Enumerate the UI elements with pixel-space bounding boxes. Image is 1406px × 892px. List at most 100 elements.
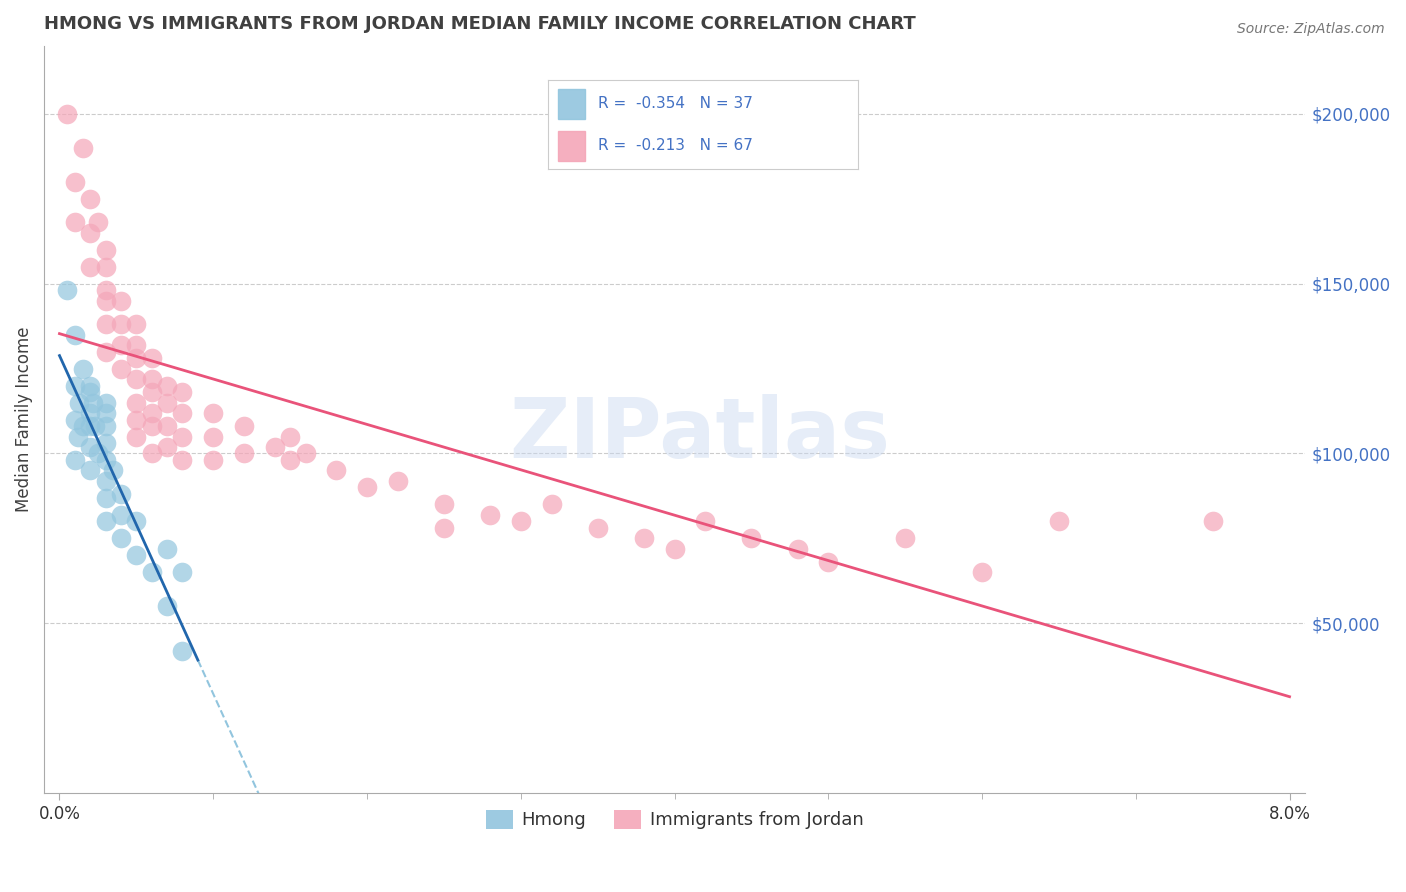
Point xyxy=(69,395,91,409)
Point xyxy=(125,549,148,563)
Point xyxy=(63,175,86,189)
Point xyxy=(72,361,94,376)
Point xyxy=(94,243,117,257)
Point xyxy=(79,192,101,206)
Point xyxy=(1047,515,1070,529)
Point xyxy=(156,395,179,409)
Text: HMONG VS IMMIGRANTS FROM JORDAN MEDIAN FAMILY INCOME CORRELATION CHART: HMONG VS IMMIGRANTS FROM JORDAN MEDIAN F… xyxy=(44,15,915,33)
Point xyxy=(156,541,179,556)
Point xyxy=(79,406,101,420)
Point xyxy=(125,337,148,351)
Point xyxy=(94,284,117,298)
Point xyxy=(82,395,104,409)
Point xyxy=(94,515,117,529)
Point xyxy=(125,351,148,366)
Point xyxy=(94,406,117,420)
Point xyxy=(141,385,163,400)
Point xyxy=(110,318,132,332)
Point xyxy=(94,344,117,359)
Point xyxy=(110,532,132,546)
Point xyxy=(94,474,117,488)
Bar xyxy=(558,89,585,119)
Point xyxy=(233,419,256,434)
Point xyxy=(156,440,179,454)
Point xyxy=(433,521,456,535)
Point xyxy=(72,419,94,434)
Bar xyxy=(558,131,585,161)
Point xyxy=(263,440,285,454)
Point xyxy=(94,419,117,434)
Point xyxy=(83,419,105,434)
Point xyxy=(79,440,101,454)
Point xyxy=(94,293,117,308)
Point xyxy=(479,508,502,522)
Point xyxy=(233,446,256,460)
Point xyxy=(94,260,117,274)
Text: Source: ZipAtlas.com: Source: ZipAtlas.com xyxy=(1237,22,1385,37)
Y-axis label: Median Family Income: Median Family Income xyxy=(15,326,32,512)
Point xyxy=(141,406,163,420)
Point xyxy=(94,491,117,505)
Point xyxy=(72,140,94,154)
Point xyxy=(94,318,117,332)
Point xyxy=(63,453,86,467)
Point xyxy=(325,463,347,477)
Point xyxy=(156,599,179,614)
Point xyxy=(894,532,917,546)
Point xyxy=(94,453,117,467)
Point xyxy=(110,361,132,376)
Point xyxy=(740,532,762,546)
Point xyxy=(294,446,316,460)
Point xyxy=(94,436,117,450)
Point xyxy=(278,453,301,467)
Point xyxy=(56,106,79,120)
Point xyxy=(63,378,86,392)
Point xyxy=(66,429,89,443)
Point xyxy=(202,406,225,420)
Point xyxy=(509,515,531,529)
Point xyxy=(125,372,148,386)
Point xyxy=(125,515,148,529)
Point xyxy=(110,293,132,308)
Point xyxy=(633,532,655,546)
Point xyxy=(110,337,132,351)
Point xyxy=(79,260,101,274)
Point xyxy=(125,429,148,443)
Point xyxy=(1202,515,1225,529)
Point xyxy=(141,566,163,580)
Point xyxy=(172,406,194,420)
Point xyxy=(786,541,808,556)
Point xyxy=(79,226,101,240)
Point xyxy=(125,412,148,426)
Point xyxy=(356,481,378,495)
Point xyxy=(87,446,110,460)
Point xyxy=(110,487,132,501)
Point xyxy=(156,419,179,434)
Point xyxy=(540,498,562,512)
Point xyxy=(433,498,456,512)
Point xyxy=(695,515,717,529)
Text: ZIPatlas: ZIPatlas xyxy=(509,394,890,475)
Point xyxy=(156,378,179,392)
Point xyxy=(172,385,194,400)
Point xyxy=(278,429,301,443)
Point xyxy=(103,463,125,477)
Point xyxy=(125,318,148,332)
Point xyxy=(125,395,148,409)
Point xyxy=(63,215,86,229)
Point xyxy=(141,446,163,460)
Point xyxy=(56,284,79,298)
Point xyxy=(63,412,86,426)
Point xyxy=(172,566,194,580)
Point xyxy=(202,453,225,467)
Point xyxy=(202,429,225,443)
Point xyxy=(141,351,163,366)
Point xyxy=(172,453,194,467)
Point xyxy=(970,566,993,580)
Point xyxy=(79,385,101,400)
Point xyxy=(63,327,86,342)
Point xyxy=(817,555,839,569)
Legend: Hmong, Immigrants from Jordan: Hmong, Immigrants from Jordan xyxy=(478,803,870,837)
Point xyxy=(172,643,194,657)
Point xyxy=(79,419,101,434)
